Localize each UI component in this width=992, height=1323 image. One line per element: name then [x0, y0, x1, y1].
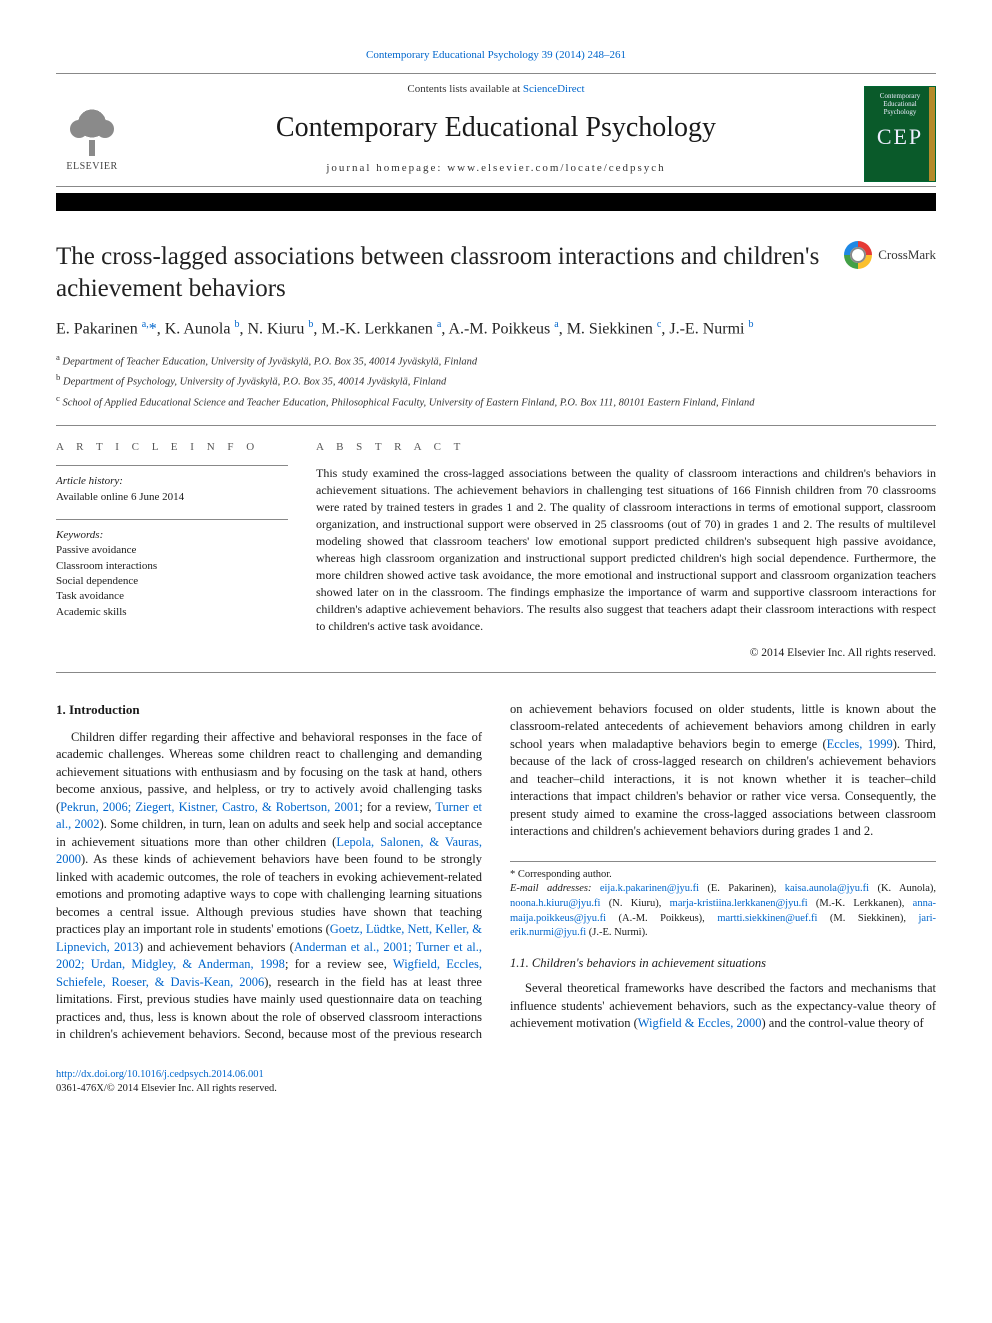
masthead: ELSEVIER Contents lists available at Sci…	[56, 73, 936, 187]
rule-below-abstract	[56, 672, 936, 673]
article-info-head: A R T I C L E I N F O	[56, 440, 288, 455]
abstract-column: A B S T R A C T This study examined the …	[316, 440, 936, 662]
doi-link[interactable]: http://dx.doi.org/10.1016/j.cedpsych.201…	[56, 1069, 264, 1080]
running-head: Contemporary Educational Psychology 39 (…	[56, 48, 936, 63]
affiliation: b Department of Psychology, University o…	[56, 371, 936, 390]
elsevier-tree-icon	[70, 106, 114, 156]
footnotes: * Corresponding author. E-mail addresses…	[510, 861, 936, 941]
article-history: Article history: Available online 6 June…	[56, 465, 288, 505]
cover-acronym: CEP	[877, 122, 923, 153]
email-link[interactable]: marja-kristiina.lerkkanen@jyu.fi	[670, 898, 808, 909]
keyword: Passive avoidance	[56, 543, 288, 558]
contents-prefix: Contents lists available at	[407, 83, 522, 95]
homepage-url[interactable]: www.elsevier.com/locate/cedpsych	[447, 162, 665, 174]
issn-copyright: 0361-476X/© 2014 Elsevier Inc. All right…	[56, 1083, 277, 1094]
section-1-1-head: 1.1. Children's behaviors in achievement…	[510, 955, 936, 973]
rule-above-abstract	[56, 425, 936, 426]
abstract-text: This study examined the cross-lagged ass…	[316, 465, 936, 635]
email-link[interactable]: eija.k.pakarinen@jyu.fi	[600, 883, 699, 894]
section-1-1-paragraph: Several theoretical frameworks have desc…	[510, 980, 936, 1033]
homepage-prefix: journal homepage:	[326, 162, 447, 174]
running-head-link[interactable]: Contemporary Educational Psychology 39 (…	[366, 49, 626, 61]
email-link[interactable]: kaisa.aunola@jyu.fi	[785, 883, 869, 894]
history-value: Available online 6 June 2014	[56, 490, 288, 505]
publisher-name: ELSEVIER	[66, 160, 117, 174]
contents-line: Contents lists available at ScienceDirec…	[140, 82, 852, 97]
crossmark-icon	[844, 241, 872, 269]
keyword: Academic skills	[56, 605, 288, 620]
keywords-block: Keywords: Passive avoidanceClassroom int…	[56, 519, 288, 620]
cite-pekrun-2006[interactable]: Pekrun, 2006; Ziegert, Kistner, Castro, …	[60, 800, 359, 814]
journal-homepage: journal homepage: www.elsevier.com/locat…	[140, 161, 852, 176]
page-footer: http://dx.doi.org/10.1016/j.cedpsych.201…	[56, 1068, 936, 1097]
cite-eccles-1999[interactable]: Eccles, 1999	[827, 737, 893, 751]
crossmark-label: CrossMark	[878, 246, 936, 264]
cover-line-3: Psychology	[880, 109, 920, 117]
affiliation: a Department of Teacher Education, Unive…	[56, 351, 936, 370]
email-addresses: E-mail addresses: eija.k.pakarinen@jyu.f…	[510, 882, 936, 941]
abstract-head: A B S T R A C T	[316, 440, 936, 455]
authors-line: E. Pakarinen a,*, K. Aunola b, N. Kiuru …	[56, 318, 936, 341]
corresponding-author: * Corresponding author.	[510, 868, 936, 883]
crossmark-badge[interactable]: CrossMark	[844, 241, 936, 269]
keyword: Task avoidance	[56, 589, 288, 604]
masthead-black-bar	[56, 193, 936, 211]
history-label: Article history:	[56, 474, 288, 489]
journal-name: Contemporary Educational Psychology	[140, 108, 852, 147]
keywords-label: Keywords:	[56, 528, 288, 543]
email-label: E-mail addresses:	[510, 883, 591, 894]
affiliations: a Department of Teacher Education, Unive…	[56, 351, 936, 411]
sciencedirect-link[interactable]: ScienceDirect	[523, 83, 585, 95]
keyword: Social dependence	[56, 574, 288, 589]
article-title: The cross-lagged associations between cl…	[56, 241, 828, 304]
abstract-copyright: © 2014 Elsevier Inc. All rights reserved…	[316, 645, 936, 661]
cover-band	[929, 87, 935, 181]
publisher-logo: ELSEVIER	[56, 94, 128, 174]
body-two-column: 1. Introduction Children differ regardin…	[56, 701, 936, 1044]
section-1-head: 1. Introduction	[56, 701, 482, 719]
article-info-column: A R T I C L E I N F O Article history: A…	[56, 440, 288, 662]
email-link[interactable]: noona.h.kiuru@jyu.fi	[510, 898, 600, 909]
keyword: Classroom interactions	[56, 559, 288, 574]
affiliation: c School of Applied Educational Science …	[56, 392, 936, 411]
cite-wigfield-eccles-2000[interactable]: Wigfield & Eccles, 2000	[638, 1016, 762, 1030]
email-link[interactable]: martti.siekkinen@uef.fi	[717, 913, 817, 924]
journal-cover-thumb: Contemporary Educational Psychology CEP	[864, 86, 936, 182]
